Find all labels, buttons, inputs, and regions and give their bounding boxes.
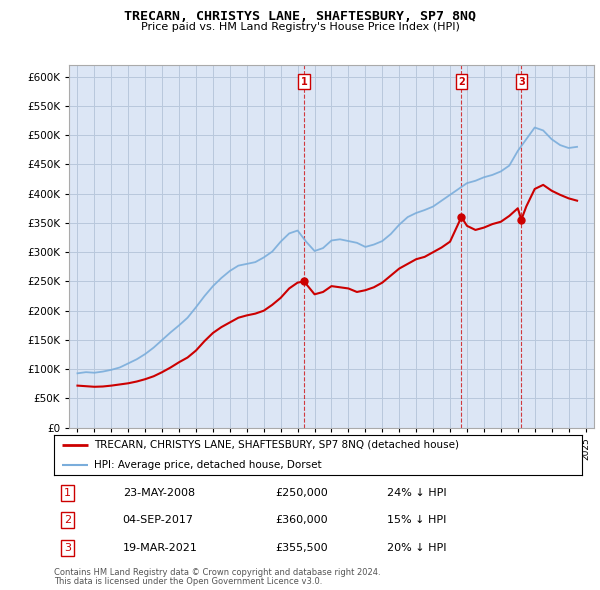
Text: 2: 2: [64, 516, 71, 525]
Text: 23-MAY-2008: 23-MAY-2008: [122, 488, 195, 498]
Text: TRECARN, CHRISTYS LANE, SHAFTESBURY, SP7 8NQ: TRECARN, CHRISTYS LANE, SHAFTESBURY, SP7…: [124, 10, 476, 23]
Text: 1: 1: [64, 488, 71, 498]
Text: £250,000: £250,000: [276, 488, 329, 498]
Text: £355,500: £355,500: [276, 543, 328, 553]
Text: 3: 3: [64, 543, 71, 553]
Text: 20% ↓ HPI: 20% ↓ HPI: [386, 543, 446, 553]
Text: £360,000: £360,000: [276, 516, 328, 525]
Text: Price paid vs. HM Land Registry's House Price Index (HPI): Price paid vs. HM Land Registry's House …: [140, 22, 460, 32]
Text: 24% ↓ HPI: 24% ↓ HPI: [386, 488, 446, 498]
Text: 2: 2: [458, 77, 465, 87]
Text: TRECARN, CHRISTYS LANE, SHAFTESBURY, SP7 8NQ (detached house): TRECARN, CHRISTYS LANE, SHAFTESBURY, SP7…: [94, 440, 458, 450]
Text: This data is licensed under the Open Government Licence v3.0.: This data is licensed under the Open Gov…: [54, 577, 322, 586]
Text: 15% ↓ HPI: 15% ↓ HPI: [386, 516, 446, 525]
Text: Contains HM Land Registry data © Crown copyright and database right 2024.: Contains HM Land Registry data © Crown c…: [54, 568, 380, 576]
Text: 1: 1: [301, 77, 307, 87]
Text: 19-MAR-2021: 19-MAR-2021: [122, 543, 197, 553]
Text: HPI: Average price, detached house, Dorset: HPI: Average price, detached house, Dors…: [94, 460, 321, 470]
Text: 3: 3: [518, 77, 525, 87]
Text: 04-SEP-2017: 04-SEP-2017: [122, 516, 194, 525]
